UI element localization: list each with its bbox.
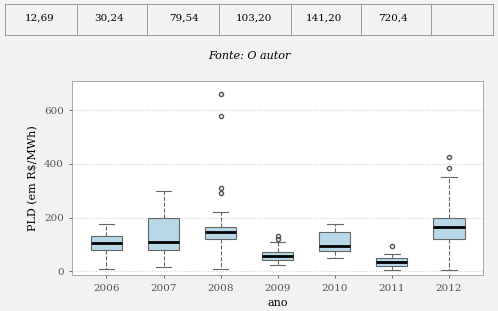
Y-axis label: PLD (em R$/MWh): PLD (em R$/MWh) [28,125,38,231]
PathPatch shape [91,236,122,250]
PathPatch shape [262,253,293,261]
PathPatch shape [319,232,351,251]
Text: 30,24: 30,24 [95,14,124,23]
PathPatch shape [376,258,407,266]
Text: Fonte: O autor: Fonte: O autor [208,50,290,61]
Text: 103,20: 103,20 [236,14,272,23]
X-axis label: ano: ano [267,298,288,308]
Text: 12,69: 12,69 [25,14,55,23]
PathPatch shape [433,218,465,239]
Text: 79,54: 79,54 [169,14,199,23]
Text: 141,20: 141,20 [305,14,342,23]
Text: 720,4: 720,4 [378,14,408,23]
PathPatch shape [205,227,236,239]
PathPatch shape [148,218,179,250]
